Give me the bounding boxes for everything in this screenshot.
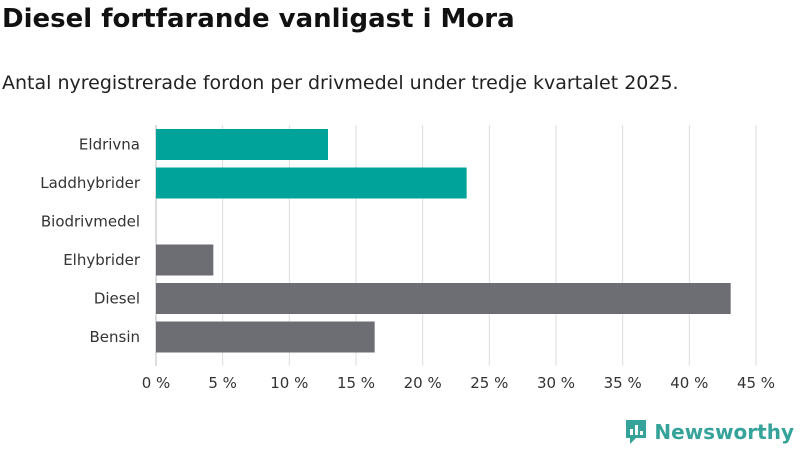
x-tick-label: 15 % bbox=[337, 374, 375, 392]
x-tick-label: 25 % bbox=[470, 374, 508, 392]
category-label-biodrivmedel: Biodrivmedel bbox=[41, 213, 140, 231]
category-label-eldrivna: Eldrivna bbox=[79, 136, 140, 154]
x-tick-label: 40 % bbox=[670, 374, 708, 392]
bar-diesel bbox=[156, 283, 731, 314]
x-tick-label: 0 % bbox=[142, 374, 171, 392]
x-axis-ticks: 0 % 5 % 10 % 15 % 20 % 25 % 30 % 35 % 40 % 45 % bbox=[142, 374, 775, 392]
brand-logo: Newsworthy bbox=[624, 418, 794, 446]
bar-laddhybrider bbox=[156, 167, 467, 199]
category-label-elhybrider: Elhybrider bbox=[63, 251, 141, 269]
category-labels: Eldrivna Laddhybrider Biodrivmedel Elhybrid… bbox=[40, 136, 141, 347]
category-label-bensin: Bensin bbox=[89, 328, 140, 346]
bar-bensin bbox=[156, 321, 375, 353]
x-tick-label: 30 % bbox=[537, 374, 575, 392]
bar-chart: Eldrivna Laddhybrider Biodrivmedel Elhybrid… bbox=[40, 125, 775, 392]
bar-elhybrider bbox=[156, 244, 214, 276]
category-label-laddhybrider: Laddhybrider bbox=[40, 174, 141, 192]
chart-subtitle: Antal nyregistrerade fordon per drivmede… bbox=[2, 72, 679, 94]
x-tick-label: 20 % bbox=[404, 374, 442, 392]
bar-chart-icon bbox=[626, 420, 647, 444]
brand-name: Newsworthy bbox=[654, 420, 794, 444]
x-tick-label: 45 % bbox=[737, 374, 775, 392]
chart-title: Diesel fortfarande vanligast i Mora bbox=[2, 4, 515, 34]
x-tick-label: 35 % bbox=[604, 374, 642, 392]
bar-eldrivna bbox=[156, 129, 328, 160]
x-tick-label: 5 % bbox=[208, 374, 237, 392]
bars-layer bbox=[156, 129, 731, 353]
x-tick-label: 10 % bbox=[270, 374, 308, 392]
category-label-diesel: Diesel bbox=[94, 290, 140, 308]
